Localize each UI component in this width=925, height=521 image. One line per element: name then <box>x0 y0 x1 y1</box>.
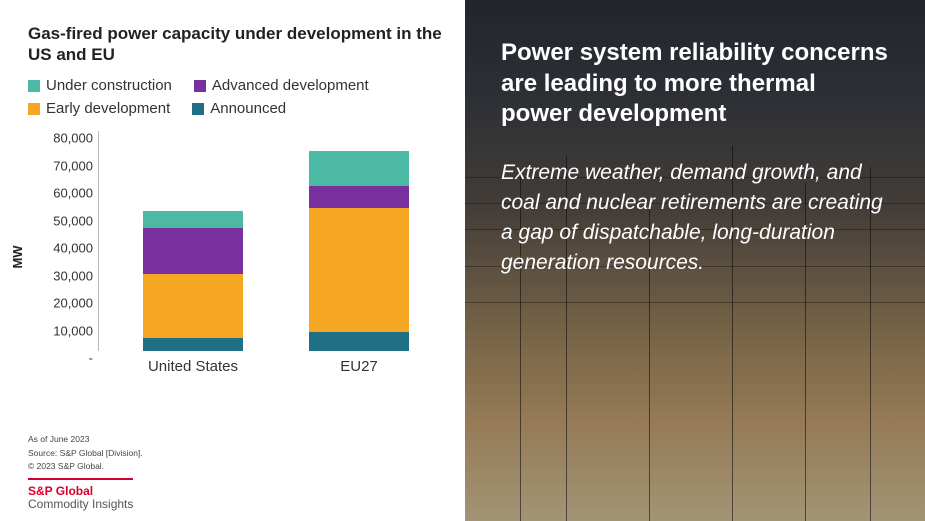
slide: Gas-fired power capacity under developme… <box>0 0 925 521</box>
x-category-label: EU27 <box>279 358 439 375</box>
footnote-line: Source: S&P Global [Division]. <box>28 447 143 460</box>
legend-swatch <box>28 80 40 92</box>
legend-swatch <box>192 103 204 115</box>
legend-label: Advanced development <box>212 77 369 94</box>
y-tick-label: 40,000 <box>41 241 93 256</box>
brand-name: S&P Global <box>28 484 133 498</box>
legend-item-announced: Announced <box>192 100 286 117</box>
brand-unit: Commodity Insights <box>28 497 133 511</box>
panel-content: Power system reliability concerns are le… <box>501 38 889 277</box>
footnote-line: © 2023 S&P Global. <box>28 460 143 473</box>
bar-segment-advanced-development <box>309 186 409 208</box>
bar-column: EU27 <box>309 151 409 352</box>
bar-segment-advanced-development <box>143 228 243 275</box>
legend-swatch <box>194 80 206 92</box>
x-category-label: United States <box>113 358 273 375</box>
y-tick-label: 60,000 <box>41 186 93 201</box>
legend-item-under-construction: Under construction <box>28 77 172 94</box>
y-tick-label: 70,000 <box>41 158 93 173</box>
y-tick-label: 80,000 <box>41 131 93 146</box>
bar-segment-under-construction <box>309 151 409 187</box>
y-axis-label: MW <box>10 246 25 269</box>
chart-legend: Under construction Advanced development … <box>28 77 447 117</box>
y-tick-label: 10,000 <box>41 323 93 338</box>
chart-panel: Gas-fired power capacity under developme… <box>0 0 465 521</box>
bar-segment-announced <box>309 332 409 351</box>
footnote-line: As of June 2023 <box>28 433 143 446</box>
brand-block: S&P Global Commodity Insights <box>28 478 133 511</box>
legend-swatch <box>28 103 40 115</box>
y-tick-label: 20,000 <box>41 296 93 311</box>
bar-segment-announced <box>143 338 243 352</box>
footnotes: As of June 2023 Source: S&P Global [Divi… <box>28 433 143 473</box>
legend-item-advanced-development: Advanced development <box>194 77 369 94</box>
legend-label: Announced <box>210 100 286 117</box>
chart-title: Gas-fired power capacity under developme… <box>28 24 447 65</box>
subhead-text: Extreme weather, demand growth, and coal… <box>501 158 889 277</box>
headline-text: Power system reliability concerns are le… <box>501 38 889 130</box>
chart-area: MW -10,00020,00030,00040,00050,00060,000… <box>34 127 442 387</box>
legend-label: Early development <box>46 100 170 117</box>
bar-segment-early-development <box>309 208 409 332</box>
plot-region: -10,00020,00030,00040,00050,00060,00070,… <box>98 131 438 351</box>
headline-panel: Power system reliability concerns are le… <box>465 0 925 521</box>
y-tick-label: 50,000 <box>41 213 93 228</box>
y-tick-label: - <box>41 351 93 366</box>
bar-column: United States <box>143 211 243 351</box>
bar-segment-early-development <box>143 274 243 337</box>
legend-label: Under construction <box>46 77 172 94</box>
legend-item-early-development: Early development <box>28 100 170 117</box>
bar-segment-under-construction <box>143 211 243 228</box>
y-tick-label: 30,000 <box>41 268 93 283</box>
